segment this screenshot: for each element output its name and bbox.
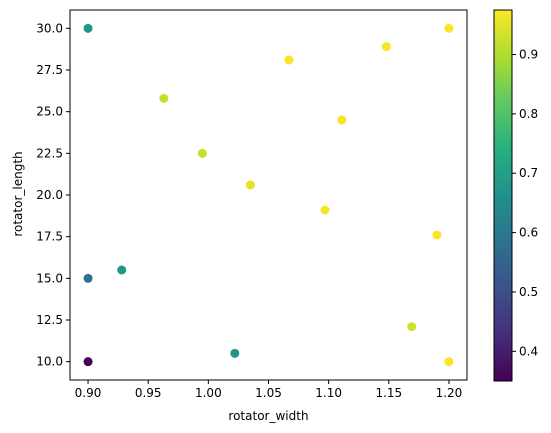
data-point (444, 23, 454, 33)
data-point (83, 357, 93, 367)
y-tick-label: 22.5 (36, 146, 63, 160)
data-point (83, 273, 93, 283)
x-tick-label: 0.90 (75, 386, 102, 400)
data-point (432, 230, 442, 240)
data-point (337, 115, 347, 125)
scatter-points (83, 23, 454, 367)
y-tick-label: 30.0 (36, 21, 63, 35)
x-tick-label: 0.95 (135, 386, 162, 400)
data-point (381, 42, 391, 52)
colorbar-tick-label: 0.8 (519, 107, 538, 121)
y-tick-label: 27.5 (36, 63, 63, 77)
data-point (159, 93, 169, 103)
x-tick-label: 1.00 (195, 386, 222, 400)
y-tick-label: 15.0 (36, 271, 63, 285)
y-tick-label: 20.0 (36, 188, 63, 202)
y-tick-label: 10.0 (36, 355, 63, 369)
x-tick-label: 1.05 (255, 386, 282, 400)
colorbar-tick-label: 0.5 (519, 285, 538, 299)
y-tick-label: 12.5 (36, 313, 63, 327)
colorbar-tick-label: 0.7 (519, 166, 538, 180)
data-point (284, 55, 294, 65)
y-tick-label: 25.0 (36, 105, 63, 119)
data-point (117, 265, 127, 275)
plot-frame (69, 9, 468, 381)
colorbar-tick-label: 0.4 (519, 344, 538, 358)
data-point (197, 148, 207, 158)
data-point (444, 357, 454, 367)
x-tick-label: 1.10 (315, 386, 342, 400)
colorbar-gradient (494, 10, 512, 381)
colorbar-frame (493, 9, 513, 382)
x-tick-label: 1.20 (436, 386, 463, 400)
data-point (245, 180, 255, 190)
colorbar-tick-label: 0.9 (519, 48, 538, 62)
y-axis-title: rotator_length (11, 151, 25, 236)
x-axis-title: rotator_width (228, 409, 308, 423)
colorbar-tick-label: 0.6 (519, 226, 538, 240)
y-tick-label: 17.5 (36, 230, 63, 244)
data-point (320, 205, 330, 215)
data-point (230, 348, 240, 358)
colorbar: 0.4 0.5 0.6 0.7 0.8 0.9 (493, 9, 538, 382)
x-tick-label: 1.15 (375, 386, 402, 400)
y-axis: 10.0 12.5 15.0 17.5 20.0 22.5 25.0 27.5 30.0 (36, 21, 70, 369)
plot-area (69, 9, 468, 381)
data-point (83, 23, 93, 33)
x-axis: 0.90 0.95 1.00 1.05 1.10 1.15 1.20 (75, 380, 463, 400)
data-point (407, 322, 417, 332)
